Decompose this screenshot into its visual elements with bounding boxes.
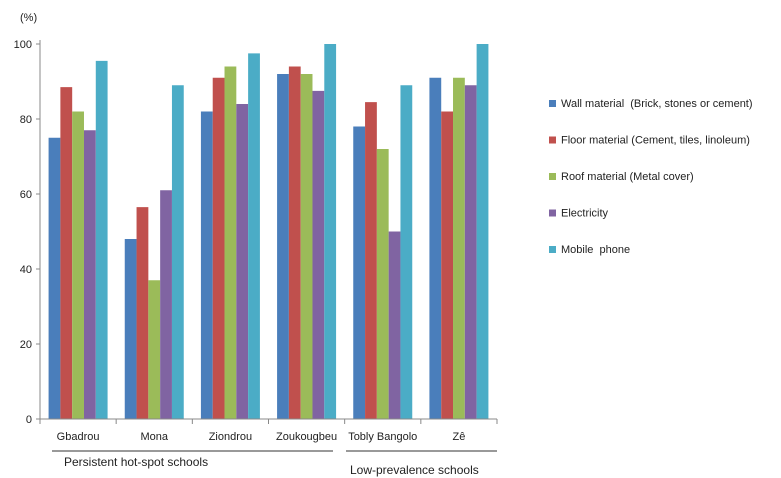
bar: [248, 53, 260, 419]
bar: [95, 60, 108, 419]
x-axis-labels: Gbadrou Mona Ziondrou Zoukougbeu Tobly Bango…: [39, 419, 498, 443]
bar: [277, 74, 289, 419]
legend-swatch: [549, 136, 556, 144]
bar: [476, 44, 489, 419]
legend: Wall material (Brick, stones or cement) F…: [549, 98, 753, 256]
y-axis-unit-label: (%): [20, 12, 37, 24]
legend-label: Wall material (Brick, stones or cement): [561, 98, 753, 110]
y-tick-label: 20: [20, 339, 32, 351]
x-tick-label: Mona: [140, 431, 168, 443]
bar: [224, 66, 237, 419]
legend-swatch: [549, 246, 556, 253]
x-tick-label: Ziondrou: [209, 431, 252, 443]
bar: [429, 77, 442, 419]
bar: [148, 280, 161, 419]
legend-swatch: [549, 100, 556, 107]
bar: [312, 90, 325, 419]
bar: [464, 85, 477, 419]
group-label: Low-prevalence schools: [350, 463, 479, 477]
legend-swatch: [549, 209, 556, 217]
legend-label: Floor material (Cement, tiles, linoleum): [561, 135, 750, 147]
bar: [300, 74, 313, 419]
bar: [400, 85, 413, 419]
bar: [160, 190, 172, 419]
y-tick-label: 0: [26, 414, 32, 426]
legend-swatch: [549, 173, 556, 180]
bar: [324, 44, 337, 419]
bar: [171, 85, 184, 419]
y-tick-label: 60: [20, 189, 32, 201]
bar: [376, 149, 389, 419]
y-tick-label: 100: [14, 39, 32, 51]
x-tick-label: Gbadrou: [57, 431, 100, 443]
y-tick-label: 80: [20, 114, 32, 126]
x-tick-label: Zê: [452, 431, 465, 443]
legend-label: Mobile phone: [561, 244, 630, 256]
x-tick-label: Zoukougbeu: [276, 431, 337, 443]
bar: [353, 126, 366, 419]
bars: [48, 44, 489, 419]
bar: [453, 77, 465, 419]
x-tick-label: Tobly Bangolo: [348, 431, 417, 443]
bar: [212, 77, 225, 419]
bar: [441, 111, 454, 419]
legend-label: Electricity: [561, 208, 609, 220]
bar: [288, 66, 301, 419]
bar: [200, 111, 213, 419]
bar: [124, 239, 137, 419]
bar: [388, 231, 401, 419]
bar: [236, 104, 249, 419]
bar: [72, 111, 84, 419]
category-groups: Persistent hot-spot schools Low-prevalenc…: [52, 450, 497, 477]
bar: [60, 87, 73, 419]
bar: [136, 207, 149, 419]
group-label: Persistent hot-spot schools: [64, 455, 208, 469]
bar: [365, 102, 377, 419]
legend-label: Roof material (Metal cover): [561, 171, 694, 183]
bar: [48, 137, 61, 419]
bar: [83, 130, 96, 419]
y-tick-label: 40: [20, 264, 32, 276]
y-axis-ticks: 0 20 40 60 80 100: [14, 39, 40, 426]
